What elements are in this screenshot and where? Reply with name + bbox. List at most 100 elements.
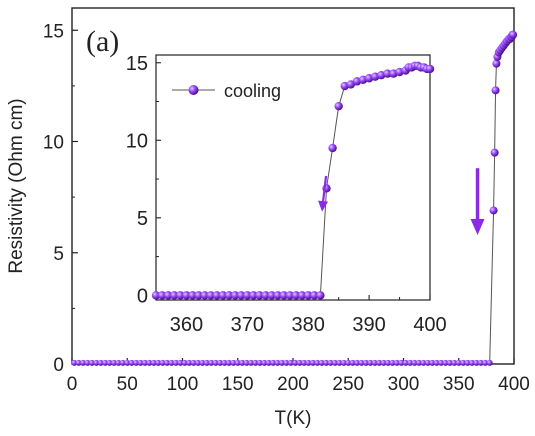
inset-data-point xyxy=(182,291,191,300)
main-data-point xyxy=(486,359,493,366)
main-data-point xyxy=(331,359,338,366)
main-data-point xyxy=(429,359,436,366)
main-data-point xyxy=(402,359,409,366)
inset-x-tick-label: 360 xyxy=(170,314,203,336)
inset-data-point xyxy=(200,291,209,300)
inset-data-point xyxy=(230,291,240,300)
main-data-point xyxy=(473,359,480,366)
inset-data-point xyxy=(279,291,289,300)
main-data-point xyxy=(442,359,449,366)
main-data-point xyxy=(460,359,467,366)
inset-y-tick-label: 5 xyxy=(137,208,148,230)
main-data-point xyxy=(283,359,290,366)
main-data-point xyxy=(327,359,334,366)
inset-data-point xyxy=(316,291,325,300)
inset-cooling-arrow xyxy=(318,175,329,212)
inset-data-point xyxy=(255,291,264,300)
inset-data-point xyxy=(273,291,282,300)
inset-arrow-head xyxy=(318,200,329,212)
inset-data-point xyxy=(237,291,246,300)
inset-data-point xyxy=(334,101,343,111)
main-data-point xyxy=(265,359,272,366)
inset-x-tick-label: 390 xyxy=(352,314,385,336)
main-data-point xyxy=(115,359,122,366)
main-data-point xyxy=(225,359,232,366)
inset-data-point xyxy=(297,291,307,300)
legend-entry-cooling: cooling xyxy=(224,81,281,101)
main-y-tick-label: 0 xyxy=(53,355,64,376)
main-data-point xyxy=(367,359,374,366)
main-data-point xyxy=(181,359,188,366)
inset-x-tick-label: 380 xyxy=(292,314,325,336)
legend-marker xyxy=(188,85,199,95)
main-data-point xyxy=(172,359,179,366)
main-data-point xyxy=(133,359,140,366)
main-data-point xyxy=(469,359,476,366)
main-x-tick-label: 300 xyxy=(388,374,420,395)
main-data-point xyxy=(323,359,330,366)
main-data-point xyxy=(287,359,294,366)
inset-series xyxy=(151,61,435,300)
inset-data-point xyxy=(224,291,234,300)
inset-data-point xyxy=(425,64,435,74)
main-data-point xyxy=(221,359,228,366)
main-data-point xyxy=(292,359,299,366)
inset-data-point xyxy=(206,291,215,300)
main-data-point xyxy=(407,359,414,366)
main-data-point xyxy=(415,359,422,366)
main-data-point xyxy=(305,359,312,366)
main-data-point xyxy=(97,359,104,366)
main-series xyxy=(71,30,518,366)
main-data-point xyxy=(146,359,153,366)
main-data-point xyxy=(411,359,418,366)
main-y-tick-label: 5 xyxy=(53,244,64,265)
main-data-point xyxy=(119,359,126,366)
main-data-point xyxy=(150,359,157,366)
main-cooling-arrow xyxy=(470,168,485,235)
main-x-axis: 0 50 100 150 200 250 300 350 400 xyxy=(67,358,530,395)
main-data-point xyxy=(490,148,499,157)
main-y-tick-label: 10 xyxy=(43,133,64,154)
main-data-point xyxy=(93,359,100,366)
main-data-point xyxy=(252,359,259,366)
main-data-point xyxy=(124,359,131,366)
panel-label: (a) xyxy=(86,25,119,58)
main-data-point xyxy=(492,59,501,68)
main-data-point xyxy=(159,359,166,366)
main-data-point xyxy=(199,359,206,366)
main-data-point xyxy=(137,359,144,366)
main-data-point xyxy=(362,359,369,366)
main-data-point xyxy=(433,359,440,366)
inset-data-point xyxy=(261,291,270,300)
main-data-point xyxy=(489,206,498,215)
inset-data-point xyxy=(243,291,252,300)
main-data-point xyxy=(349,359,356,366)
main-data-point xyxy=(477,359,484,366)
main-data-point xyxy=(141,359,148,366)
inset-data-point xyxy=(151,291,161,300)
main-x-tick-label: 50 xyxy=(117,374,138,395)
main-data-point xyxy=(248,359,255,366)
main-data-point xyxy=(128,359,135,366)
inset-data-point xyxy=(194,291,203,300)
inset-data-point xyxy=(218,291,228,300)
main-data-point xyxy=(340,359,347,366)
main-data-point xyxy=(168,359,175,366)
main-data-point xyxy=(438,359,445,366)
main-data-point xyxy=(217,359,224,366)
main-x-tick-label: 150 xyxy=(222,374,254,395)
main-data-point xyxy=(164,359,171,366)
x-axis-label: T(K) xyxy=(275,408,312,429)
inset-data-point xyxy=(157,291,167,300)
main-data-point xyxy=(314,359,321,366)
inset-data-point xyxy=(310,291,319,300)
main-x-tick-label: 400 xyxy=(498,374,530,395)
main-data-point xyxy=(80,359,87,366)
main-data-point xyxy=(110,359,117,366)
main-data-point xyxy=(256,359,263,366)
main-data-point xyxy=(309,359,316,366)
main-data-point xyxy=(482,359,489,366)
main-data-point xyxy=(385,359,392,366)
inset-plot-frame xyxy=(155,54,431,301)
